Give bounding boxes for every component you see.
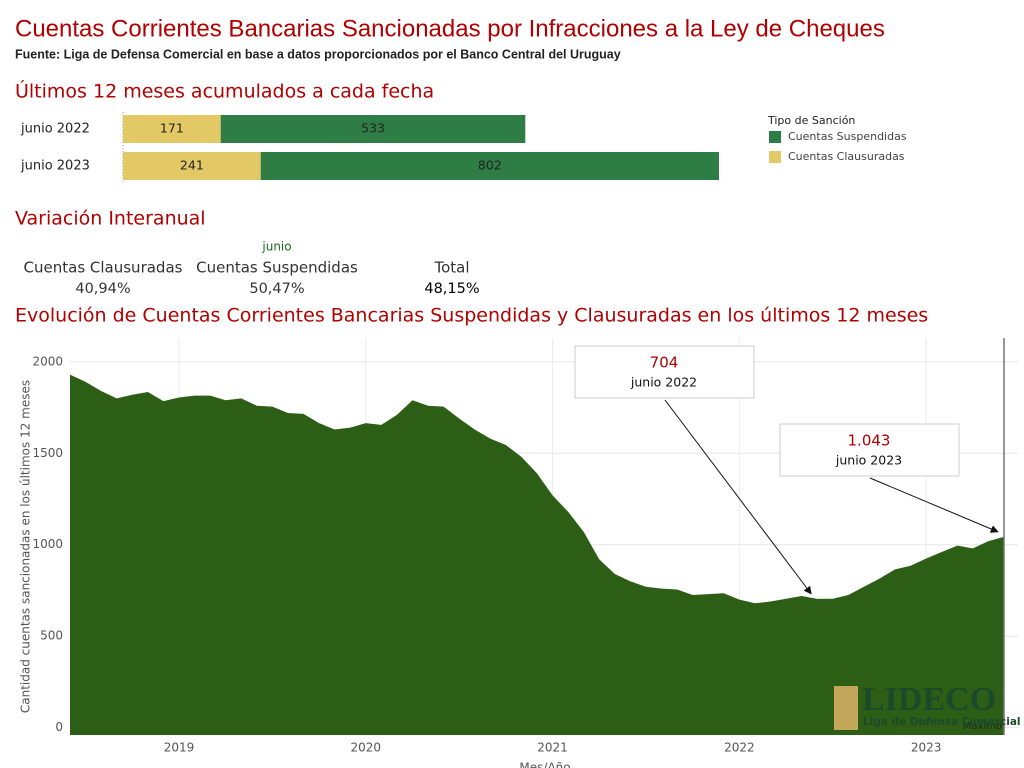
category-label: junio 2022 bbox=[20, 122, 90, 137]
title: Cuentas Corrientes Bancarias Sancionadas… bbox=[15, 15, 885, 42]
data-label: 241 bbox=[180, 158, 204, 173]
annotation-arrow bbox=[664, 399, 812, 595]
x-tick-label: 2020 bbox=[350, 741, 381, 755]
bar-segment bbox=[123, 115, 221, 143]
period: junio bbox=[261, 240, 291, 254]
area bbox=[70, 374, 1004, 735]
data-label: 533 bbox=[361, 121, 385, 136]
x-tick-label: 2023 bbox=[911, 741, 942, 755]
x-axis-label: Mes/Año bbox=[519, 761, 570, 768]
section-title: Últimos 12 meses acumulados a cada fecha bbox=[15, 79, 434, 103]
y-tick-label: 500 bbox=[40, 629, 63, 643]
y-axis-label: Cantidad cuentas sancionadas en los últi… bbox=[19, 380, 33, 713]
kpi-value: 50,47% bbox=[249, 281, 304, 297]
annotation-text: junio 2022 bbox=[630, 375, 697, 390]
y-tick-label: 1500 bbox=[32, 446, 63, 460]
logo-name: LIDECO bbox=[862, 681, 996, 718]
kpi-value: 48,15% bbox=[424, 281, 479, 297]
bar-segment bbox=[220, 115, 526, 143]
source: Fuente: Liga de Defensa Comercial en bas… bbox=[15, 47, 621, 61]
section-title: Variación Interanual bbox=[15, 208, 206, 230]
annotation-box bbox=[574, 345, 755, 399]
annotation-text: junio 2023 bbox=[835, 453, 902, 468]
legend-swatch bbox=[769, 151, 781, 163]
section-title: Evolución de Cuentas Corrientes Bancaria… bbox=[15, 305, 928, 327]
y-tick-label: 2000 bbox=[32, 354, 63, 368]
bar-segment bbox=[123, 152, 261, 180]
reference-label: Máximo bbox=[963, 720, 1002, 732]
data-label: 171 bbox=[160, 121, 184, 136]
y-tick-label: 0 bbox=[55, 720, 63, 734]
legend-label: Cuentas Clausuradas bbox=[788, 150, 905, 163]
kpi-name: Cuentas Suspendidas bbox=[196, 259, 358, 277]
logo-subtitle: Liga de Defensa Comercial bbox=[863, 716, 1021, 728]
x-tick-label: 2019 bbox=[164, 741, 195, 755]
annotation-value: 704 bbox=[650, 354, 679, 372]
legend-swatch bbox=[769, 131, 781, 143]
annotation-arrow bbox=[869, 477, 999, 533]
logo-mark bbox=[834, 686, 858, 730]
legend-title: Tipo de Sanción bbox=[767, 114, 855, 127]
y-tick-label: 1000 bbox=[32, 537, 63, 551]
annotation-box bbox=[779, 423, 960, 477]
category-label: junio 2023 bbox=[20, 159, 90, 174]
annotation-value: 1.043 bbox=[848, 432, 891, 450]
bar-segment bbox=[260, 152, 719, 180]
legend-label: Cuentas Suspendidas bbox=[788, 130, 907, 143]
x-tick-label: 2021 bbox=[537, 741, 568, 755]
x-tick-label: 2022 bbox=[724, 741, 755, 755]
kpi-name: Total bbox=[433, 259, 469, 277]
kpi-value: 40,94% bbox=[75, 281, 130, 297]
data-label: 802 bbox=[478, 158, 502, 173]
kpi-name: Cuentas Clausuradas bbox=[24, 259, 183, 277]
